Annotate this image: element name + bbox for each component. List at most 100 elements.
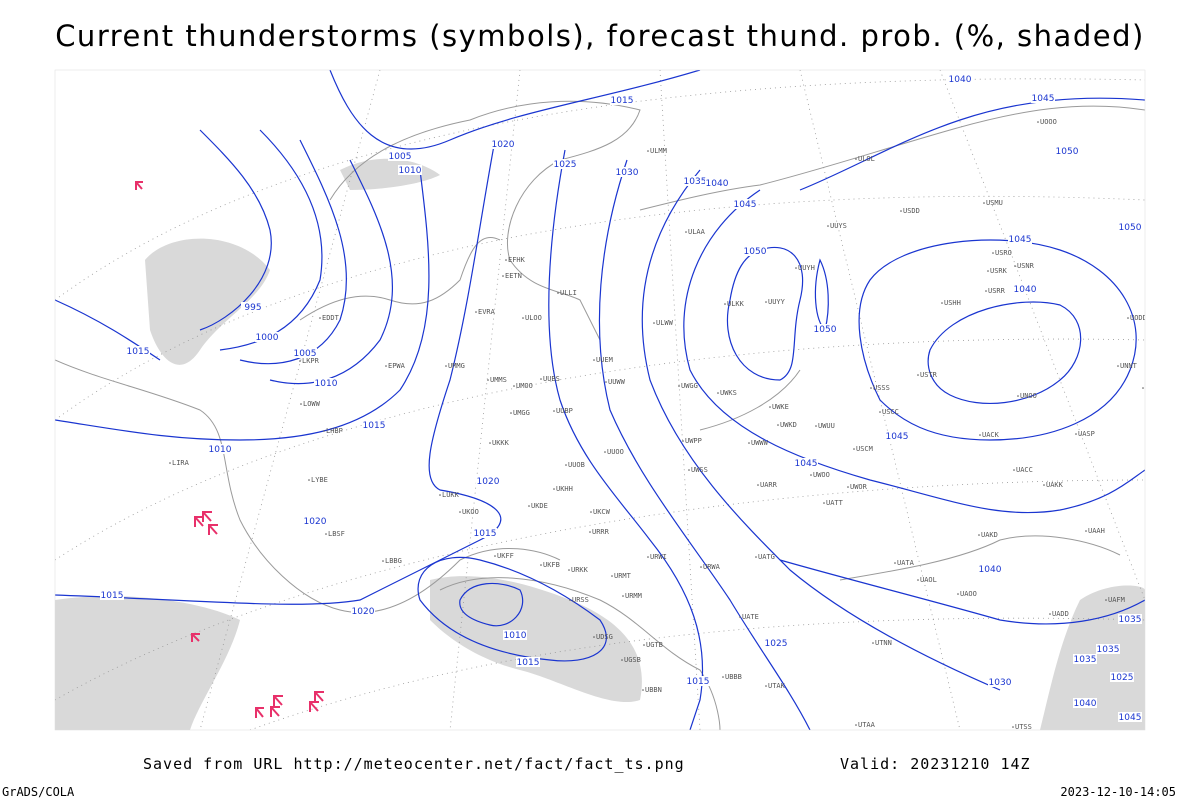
station-label: UWPP	[685, 437, 702, 445]
station-dot	[987, 270, 989, 272]
isobar-label: 1020	[304, 517, 327, 527]
label-bg	[813, 324, 837, 334]
station-dot	[590, 511, 592, 513]
label-bg	[126, 346, 150, 356]
station-dot	[647, 150, 649, 152]
station-dot	[1043, 484, 1045, 486]
label-bg	[1118, 222, 1142, 232]
label-bg	[743, 246, 767, 256]
station-dot	[565, 464, 567, 466]
source-url: Saved from URL http://meteocenter.net/fa…	[143, 755, 685, 773]
station-dot	[1049, 613, 1051, 615]
station-dot	[569, 599, 571, 601]
isobar-label: 1030	[989, 678, 1012, 688]
station-label: UUEM	[596, 356, 613, 364]
station-label: UAOL	[920, 576, 937, 584]
isobar-label: 1045	[795, 459, 818, 469]
station-label: UUWW	[608, 378, 626, 386]
station-dot	[553, 488, 555, 490]
station-dot	[593, 636, 595, 638]
station-dot	[325, 533, 327, 535]
isobars	[55, 70, 1145, 730]
station-label: UDSG	[596, 633, 613, 641]
label-bg	[1055, 146, 1079, 156]
station-label: UKCW	[593, 508, 611, 516]
label-bg	[794, 458, 818, 468]
station-dot	[979, 434, 981, 436]
station-dot	[553, 410, 555, 412]
station-label: UADD	[1052, 610, 1069, 618]
isobar-label: 1015	[474, 529, 497, 539]
station-dot	[872, 642, 874, 644]
station-label: USTR	[920, 371, 938, 379]
station-label: UNOO	[1020, 392, 1037, 400]
label-bg	[988, 677, 1012, 687]
station-label: USRK	[990, 267, 1008, 275]
station-dot	[540, 564, 542, 566]
station-dot	[568, 569, 570, 571]
station-dot	[853, 448, 855, 450]
station-label: USNR	[1017, 262, 1035, 270]
station-dot	[748, 442, 750, 444]
label-bg	[615, 167, 639, 177]
isobar-label: 1015	[363, 421, 386, 431]
label-bg	[208, 444, 232, 454]
label-bg	[1118, 712, 1142, 722]
label-bg	[473, 528, 497, 538]
station-dot	[653, 322, 655, 324]
station-dot	[622, 595, 624, 597]
station-dot	[540, 378, 542, 380]
isobar-label: 1050	[1056, 147, 1079, 157]
station-dot	[823, 502, 825, 504]
station-label: ULOL	[858, 155, 875, 163]
station-dot	[489, 442, 491, 444]
station-label: LYBE	[311, 476, 328, 484]
station-dot	[382, 560, 384, 562]
station-label: UGSB	[624, 656, 641, 664]
station-label: ULLI	[560, 289, 577, 297]
station-dot	[300, 403, 302, 405]
station-label: LOWW	[303, 400, 321, 408]
station-dot	[985, 290, 987, 292]
station-label: ULOO	[525, 314, 542, 322]
label-bg	[241, 302, 265, 312]
thunderstorm-symbols	[135, 181, 324, 718]
timestamp: 2023-12-10-14:05	[1060, 785, 1176, 799]
station-label: UWWW	[751, 439, 769, 447]
station-label: UATG	[758, 553, 775, 561]
isobar-label: 1045	[886, 432, 909, 442]
station-label: UKDE	[531, 502, 548, 510]
label-bg	[1118, 614, 1142, 624]
station-dot	[941, 302, 943, 304]
isobar-label: 1000	[256, 333, 279, 343]
label-bg	[1013, 284, 1037, 294]
isobar-label: 1050	[1119, 223, 1142, 233]
station-label: UUBP	[556, 407, 573, 415]
station-dot	[605, 381, 607, 383]
station-label: LUKK	[442, 491, 460, 499]
station-label: USRO	[995, 249, 1012, 257]
label-bg	[362, 420, 386, 430]
isobar-label: 1040	[1014, 285, 1037, 295]
station-label: LBSF	[328, 530, 345, 538]
graticule	[55, 70, 1145, 730]
label-bg	[303, 516, 327, 526]
station-dot	[815, 425, 817, 427]
station-dot	[487, 379, 489, 381]
isobar-label: 1050	[814, 325, 837, 335]
station-dot	[1013, 469, 1015, 471]
station-label: UAOO	[960, 590, 977, 598]
station-label: ULKK	[727, 300, 745, 308]
station-dot	[169, 462, 171, 464]
isobar-label: 1045	[1119, 713, 1142, 723]
station-label: URMM	[625, 592, 642, 600]
label-bg	[351, 606, 375, 616]
station-label: UARR	[760, 481, 778, 489]
station-label: UUYS	[830, 222, 847, 230]
station-label: USSS	[873, 384, 890, 392]
label-bg	[978, 564, 1002, 574]
map-border	[54, 69, 1146, 731]
station-dot	[647, 556, 649, 558]
station-label: ULMM	[650, 147, 667, 155]
station-dot	[769, 406, 771, 408]
